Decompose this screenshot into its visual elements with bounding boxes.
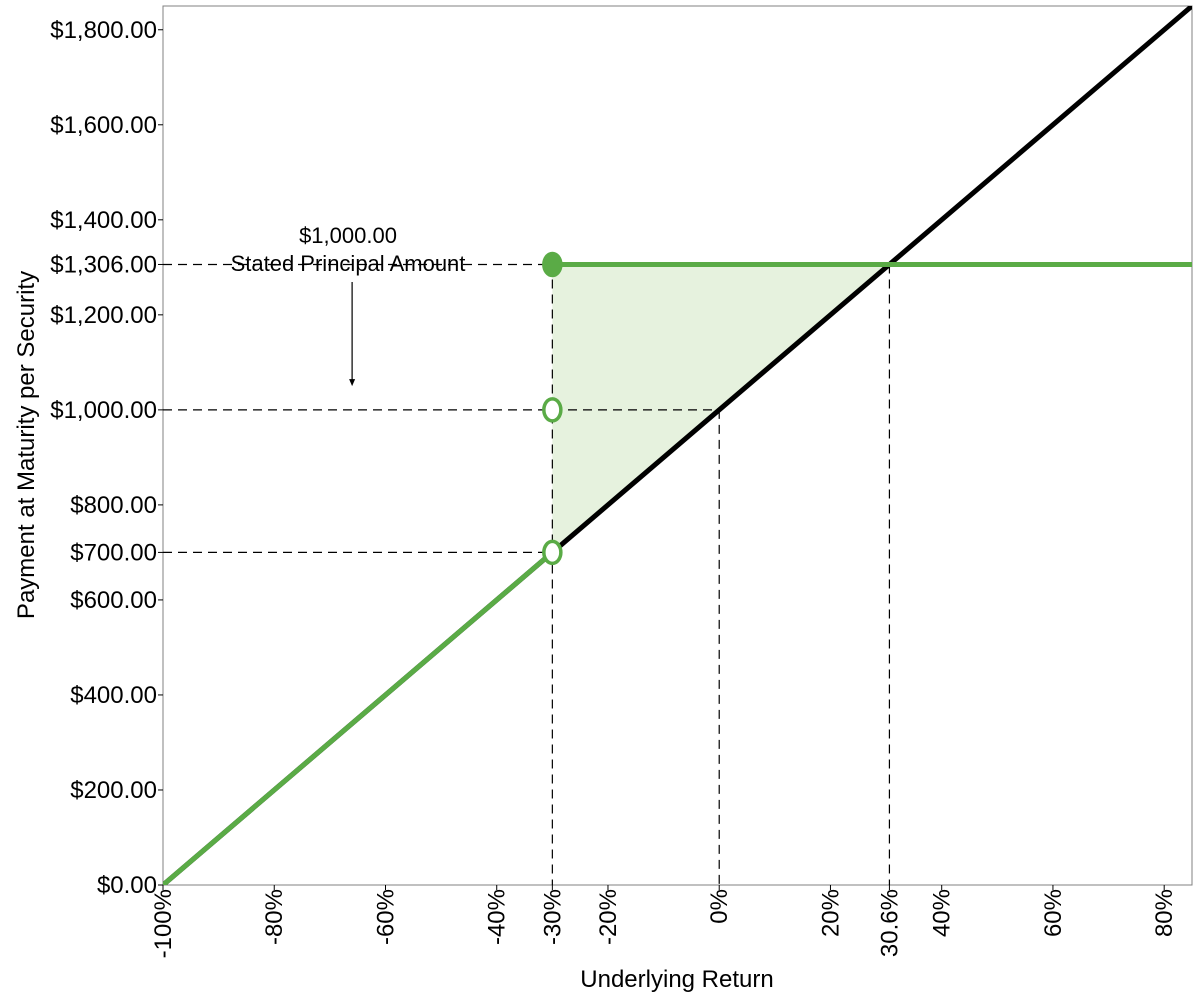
x-tick-label: -20% [595,889,622,945]
y-tick-label: $1,800.00 [50,17,157,44]
y-tick-label: $1,400.00 [50,207,157,234]
x-tick-label: 30.6% [876,889,903,957]
x-tick-label: -100% [150,889,177,958]
x-tick-label: 40% [929,889,956,937]
annotation-value: $1,000.00 [299,223,397,248]
x-tick-label: 0% [706,889,733,924]
y-tick-label: $1,600.00 [50,112,157,139]
y-tick-label: $700.00 [70,539,157,566]
filled-marker [542,251,563,278]
open-marker [542,539,563,566]
y-axis-title: Payment at Maturity per Security [13,271,40,619]
y-tick-label: $200.00 [70,777,157,804]
y-tick-label: $1,200.00 [50,302,157,329]
y-tick-label: $400.00 [70,682,157,709]
payment-line-segment [163,550,554,885]
y-tick-label: $600.00 [70,587,157,614]
annotation-arrow-head [349,379,356,387]
x-tick-label: -30% [539,889,566,945]
x-tick-label: -40% [484,889,511,945]
y-tick-label: $1,000.00 [50,397,157,424]
annotation-label: Stated Principal Amount [231,251,466,276]
y-tick-label: $800.00 [70,492,157,519]
x-axis-title: Underlying Return [580,966,773,993]
x-tick-label: 20% [817,889,844,937]
y-tick-label: $0.00 [97,872,157,899]
x-tick-label: 80% [1151,889,1178,937]
x-tick-label: 60% [1040,889,1067,937]
open-marker [542,397,563,423]
x-tick-label: -80% [261,889,288,945]
x-tick-label: -60% [372,889,399,945]
y-tick-label: $1,306.00 [50,251,157,278]
